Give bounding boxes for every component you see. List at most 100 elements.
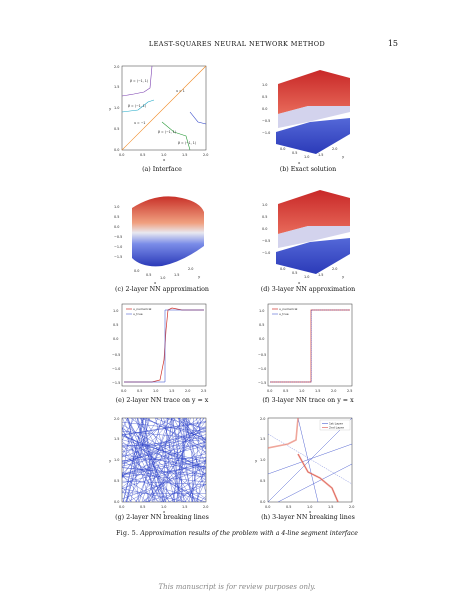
subfigure-g-2layer-breaking-lines: 0.0 0.5 1.0 1.5 2.0 0.0 0.5 1.0 1.5 2.0 … — [109, 414, 212, 514]
2layer-breaking-lines-plot: 0.0 0.5 1.0 1.5 2.0 0.0 0.5 1.0 1.5 2.0 … — [109, 417, 208, 514]
breaking-line — [178, 418, 206, 431]
breaking-line — [135, 418, 173, 502]
breaking-line — [186, 418, 199, 502]
upper-surface — [278, 190, 350, 234]
y-tick: 1.5 — [260, 437, 265, 441]
breaking-line — [154, 418, 206, 440]
x-tick: 1.0 — [161, 153, 166, 157]
region-label: β = (−1, 1) — [158, 130, 176, 134]
x-axis-label: x — [298, 160, 301, 165]
breaking-line — [122, 441, 199, 502]
breaking-line — [180, 418, 185, 502]
breaking-line — [147, 418, 187, 502]
y-axis-label: y — [255, 458, 258, 463]
breaking-line — [142, 443, 206, 502]
smooth-surface — [132, 196, 204, 267]
x-tick: 0.5 — [292, 271, 297, 275]
y-tick: −1.0 — [112, 367, 120, 371]
breaking-line — [122, 445, 206, 467]
breaking-line — [122, 440, 206, 476]
x-tick: 1.5 — [174, 273, 179, 277]
breaking-line — [122, 418, 145, 456]
caption-c: (c) 2-layer NN approximation — [115, 286, 209, 293]
breaking-line — [122, 462, 206, 484]
x-tick: 0.5 — [286, 505, 291, 509]
caption-f: (f) 3-layer NN trace on y = x — [262, 397, 354, 404]
z-tick: 0.5 — [114, 215, 119, 219]
breaking-line — [136, 418, 156, 502]
x-tick: 2.0 — [203, 505, 208, 509]
y-tick: 1.0 — [114, 458, 119, 462]
breaking-line — [130, 418, 149, 502]
page-header: LEAST-SQUARES NEURAL NETWORK METHOD 15 — [0, 39, 474, 52]
breaking-line — [135, 418, 205, 502]
breaking-line — [122, 427, 158, 502]
region-label: β = (−1, 1) — [130, 79, 148, 83]
interface-segment-4 — [189, 111, 207, 125]
caption-d: (d) 3-layer NN approximation — [260, 286, 356, 293]
x-tick: 1.5 — [328, 505, 333, 509]
breaking-line — [122, 448, 165, 502]
breaking-line — [139, 418, 163, 502]
y-axis-label: y — [342, 154, 345, 159]
breaking-line — [173, 418, 206, 479]
breaking-lines — [122, 418, 206, 502]
x-axis-label: x — [163, 509, 166, 514]
breaking-line — [163, 418, 182, 502]
breaking-line — [155, 418, 176, 502]
z-tick: −0.5 — [114, 235, 122, 239]
page-number: 15 — [387, 39, 398, 48]
y-axis-label: y — [342, 274, 345, 279]
breaking-line — [122, 480, 206, 485]
y-tick: 2.0 — [114, 65, 119, 69]
y-tick: 0.0 — [259, 337, 264, 341]
breaking-line — [143, 418, 194, 502]
3layer-trace-plot: u_numerical u_true 0.0 0.5 1.0 1.5 2.0 2… — [258, 303, 353, 393]
breaking-line — [162, 418, 168, 502]
subfigure-f-3layer-trace: u_numerical u_true 0.0 0.5 1.0 1.5 2.0 2… — [258, 300, 358, 396]
breaking-lines — [268, 418, 352, 502]
z-tick: −0.5 — [262, 239, 270, 243]
plot-frame — [267, 303, 353, 387]
first-layer-line — [268, 433, 352, 485]
breaking-line — [195, 478, 206, 502]
y-tick: 1.5 — [114, 85, 119, 89]
breaking-line — [122, 446, 206, 477]
breaking-line — [122, 429, 176, 502]
legend-entry: 1st Layer — [329, 422, 344, 426]
breaking-line — [122, 457, 206, 475]
true-trace — [124, 309, 204, 383]
y-axis-label: y — [109, 106, 112, 111]
x-tick: 0.0 — [267, 389, 272, 393]
breaking-line — [160, 418, 196, 502]
breaking-line — [140, 418, 187, 502]
z-tick: −0.5 — [262, 119, 270, 123]
legend-box — [319, 419, 351, 431]
breaking-line — [122, 418, 135, 441]
y-tick: 0.0 — [113, 337, 118, 341]
breaking-line — [122, 457, 206, 461]
interface-segment-1 — [121, 65, 153, 97]
breaking-line — [122, 488, 188, 502]
y-tick: 0.0 — [114, 500, 119, 504]
breaking-line — [122, 424, 206, 471]
x-tick: 0.0 — [119, 505, 124, 509]
breaking-line — [140, 418, 165, 502]
breaking-line — [176, 418, 187, 502]
breaking-line — [199, 495, 206, 502]
breaking-line — [126, 418, 150, 502]
breaking-line — [122, 453, 206, 475]
3layer-breaking-lines-plot: 1st Layer 2nd Layer 0.0 0.5 1.0 1.5 2.0 … — [255, 417, 354, 514]
jump-wall — [278, 106, 350, 128]
x-tick: 2.0 — [331, 389, 336, 393]
breaking-line — [122, 422, 206, 436]
y-tick: 1.5 — [114, 437, 119, 441]
breaking-line — [170, 418, 180, 502]
x-tick: 2.5 — [201, 389, 206, 393]
x-tick: 0.5 — [140, 153, 145, 157]
breaking-line — [122, 467, 206, 475]
breaking-line — [122, 418, 174, 475]
first-layer-line — [268, 418, 352, 502]
breaking-line — [122, 426, 191, 502]
x-tick: 1.5 — [315, 389, 320, 393]
